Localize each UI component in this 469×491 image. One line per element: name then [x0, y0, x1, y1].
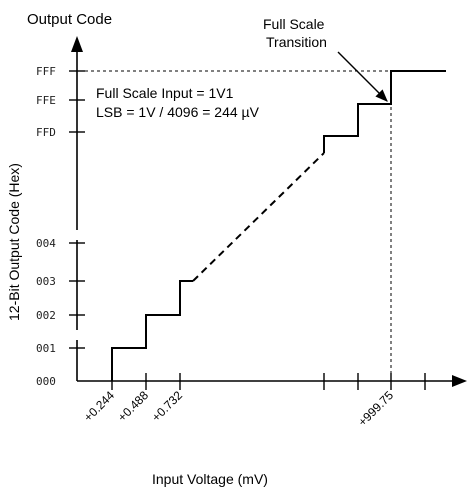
- staircase-lower: [111, 280, 193, 381]
- y-tick-label: FFD: [36, 126, 56, 139]
- guide-lines: [85, 70, 392, 373]
- y-tick-label: 004: [36, 237, 56, 250]
- y-tick-marks: [69, 70, 85, 349]
- y-tick-label: FFE: [36, 94, 56, 107]
- y-tick-label: 002: [36, 309, 56, 322]
- staircase-upper: [323, 70, 446, 153]
- x-tick-label: +999.75: [355, 388, 396, 429]
- x-tick-labels: +0.244 +0.488 +0.732 +999.75: [81, 388, 396, 429]
- x-axis-title: Input Voltage (mV): [152, 471, 268, 487]
- x-axis-arrow-icon: [452, 375, 467, 387]
- chart-title: Output Code: [27, 11, 112, 28]
- callout-line1: Full Scale: [263, 16, 325, 32]
- y-tick-label: FFF: [36, 65, 56, 78]
- y-axis-arrow-icon: [71, 36, 83, 52]
- y-axis: [71, 36, 83, 381]
- lsb-label: LSB = 1V / 4096 = 244 µV: [96, 104, 260, 120]
- x-tick-label: +0.732: [149, 388, 185, 424]
- x-tick-label: +0.244: [81, 388, 117, 424]
- y-tick-label: 000: [36, 375, 56, 388]
- full-scale-input-label: Full Scale Input = 1V1: [96, 85, 234, 101]
- staircase-dashed-segment: [192, 152, 325, 282]
- callout-arrow: [337, 51, 388, 102]
- y-tick-labels: FFF FFE FFD 004 003 002 001 000: [36, 65, 56, 388]
- y-tick-label: 003: [36, 275, 56, 288]
- callout-line2: Transition: [266, 34, 327, 50]
- y-axis-title: 12-Bit Output Code (Hex): [6, 163, 22, 321]
- x-axis: [77, 375, 467, 387]
- y-tick-label: 001: [36, 342, 56, 355]
- x-tick-label: +0.488: [115, 388, 151, 424]
